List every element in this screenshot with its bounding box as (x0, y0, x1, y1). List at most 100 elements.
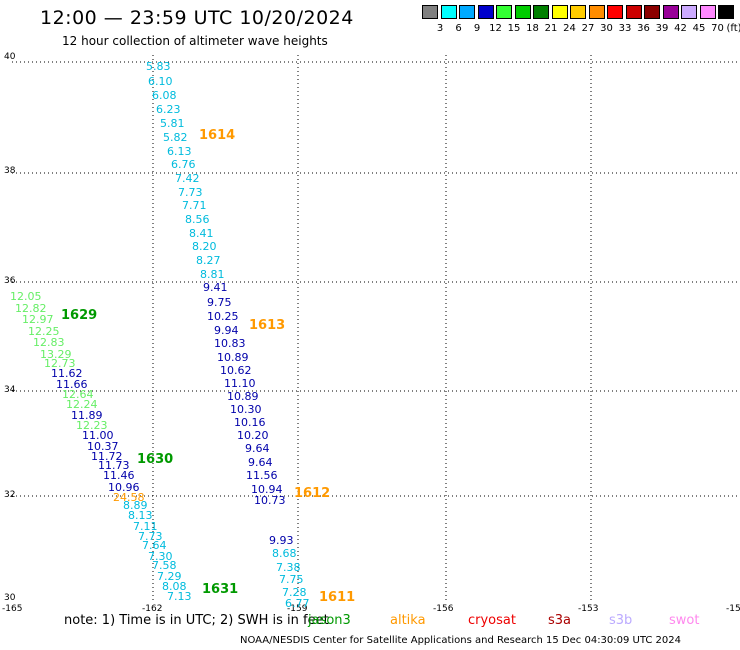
wave-height-value: 9.64 (248, 456, 273, 469)
lat-label: 38 (4, 166, 16, 176)
wave-height-value: 7.30 (148, 550, 173, 563)
lat-label: 40 (4, 52, 16, 62)
legend-swatch (422, 5, 438, 19)
legend-unit: (ft) (726, 23, 740, 34)
note-text: note: 1) Time is in UTC; 2) SWH is in fe… (64, 613, 329, 628)
lon-label: -159 (287, 604, 308, 614)
legend-label: 3 (436, 23, 444, 34)
legend-label: 39 (655, 23, 669, 34)
wave-height-value: 8.56 (185, 213, 210, 226)
wave-height-value: 12.73 (44, 357, 76, 370)
legend-label: 27 (581, 23, 595, 34)
wave-height-value: 10.89 (217, 351, 249, 364)
legend-label: 30 (600, 23, 613, 34)
wave-height-value: 12.82 (15, 302, 47, 315)
wave-height-value: 12.23 (76, 419, 108, 432)
wave-height-value: 11.46 (103, 469, 135, 482)
wave-height-value: 8.81 (200, 268, 225, 281)
wave-height-value: 7.73 (178, 186, 203, 199)
legend-swatch (533, 5, 549, 19)
wave-height-value: 8.08 (162, 580, 187, 593)
wave-height-value: 11.73 (98, 459, 130, 472)
legend-swatch (588, 5, 605, 19)
wave-height-value: 9.75 (207, 296, 232, 309)
wave-height-value: 10.20 (237, 429, 269, 442)
wave-height-value: 9.94 (214, 324, 239, 337)
wave-height-value: 12.24 (66, 398, 98, 411)
wave-height-value: 9.41 (203, 281, 228, 294)
map-title: 12:00 — 23:59 UTC 10/20/2024 (40, 7, 354, 29)
wave-height-value: 6.76 (171, 158, 196, 171)
wave-height-value: 5.81 (160, 117, 185, 130)
wave-height-value: 9.64 (245, 442, 270, 455)
legend-label: 42 (674, 23, 687, 34)
legend-label: 6 (455, 23, 462, 34)
map-subtitle: 12 hour collection of altimeter wave hei… (62, 34, 328, 48)
satellite-name: altika (390, 613, 426, 628)
lon-label: -156 (433, 604, 454, 614)
wave-height-value: 8.89 (123, 499, 148, 512)
legend-label: 9 (473, 23, 481, 34)
wave-height-value: 6.08 (152, 89, 177, 102)
wave-height-value: 7.42 (175, 172, 200, 185)
wave-height-value: 7.73 (138, 530, 163, 543)
wave-height-value: 10.94 (251, 483, 283, 496)
wave-height-value: 7.29 (157, 570, 182, 583)
satellite-name: jason3 (308, 613, 351, 628)
wave-height-value: 11.89 (71, 409, 103, 422)
wave-height-value: 10.25 (207, 310, 239, 323)
legend-swatch (718, 5, 734, 19)
lat-label: 34 (4, 385, 16, 395)
wave-height-value: 9.93 (269, 534, 294, 547)
wave-height-value: 6.23 (156, 103, 181, 116)
wave-height-value: 11.10 (224, 377, 256, 390)
wave-height-value: 8.68 (272, 547, 297, 560)
wave-height-value: 11.66 (56, 378, 88, 391)
pass-number-label: 1630 (137, 452, 174, 467)
legend-swatch (514, 5, 531, 19)
wave-height-value: 8.20 (192, 240, 217, 253)
pass-number-label: 1612 (294, 486, 331, 501)
wave-height-value: 6.13 (167, 145, 192, 158)
satellite-name: s3b (609, 613, 633, 628)
legend-swatch (459, 5, 475, 19)
legend-label: 12 (489, 23, 502, 34)
legend-swatch (440, 5, 457, 19)
wave-height-value: 7.71 (182, 199, 207, 212)
wave-height-value: 10.16 (234, 416, 266, 429)
legend-label: 24 (563, 23, 576, 34)
wave-height-value: 11.72 (91, 450, 123, 463)
pass-number-label: 1614 (199, 128, 236, 143)
legend-swatch (551, 5, 568, 19)
wave-height-value: 10.89 (227, 390, 259, 403)
lon-label: -153 (578, 604, 599, 614)
legend-swatch (644, 5, 660, 19)
wave-height-value: 10.62 (220, 364, 252, 377)
wave-height-value: 11.00 (82, 429, 114, 442)
legend-label: 21 (544, 23, 558, 34)
wave-height-value: 6.10 (148, 75, 173, 88)
legend-swatch (681, 5, 697, 19)
pass-number-label: 1611 (319, 590, 356, 605)
wave-height-value: 13.29 (40, 348, 72, 361)
wave-height-value: 5.82 (163, 131, 188, 144)
wave-height-value: 12.25 (28, 325, 60, 338)
wave-height-value: 7.13 (167, 590, 192, 603)
wave-height-value: 10.73 (254, 494, 286, 507)
wave-height-value: 7.64 (142, 539, 167, 552)
wave-height-value: 12.64 (62, 388, 94, 401)
legend-swatch (607, 5, 623, 19)
lat-label: 36 (4, 276, 16, 286)
legend-label: 36 (637, 23, 650, 34)
wave-height-value: 7.38 (276, 561, 301, 574)
wave-height-value: 11.56 (246, 469, 278, 482)
lon-label: -15 (726, 604, 740, 614)
pass-number-label: 1631 (202, 582, 239, 597)
legend-swatch (570, 5, 586, 19)
wave-height-value: 8.27 (196, 254, 221, 267)
lon-label: -165 (2, 604, 23, 614)
legend-label: 18 (526, 23, 539, 34)
wave-height-value: 8.41 (189, 227, 214, 240)
legend-swatch (699, 5, 716, 19)
